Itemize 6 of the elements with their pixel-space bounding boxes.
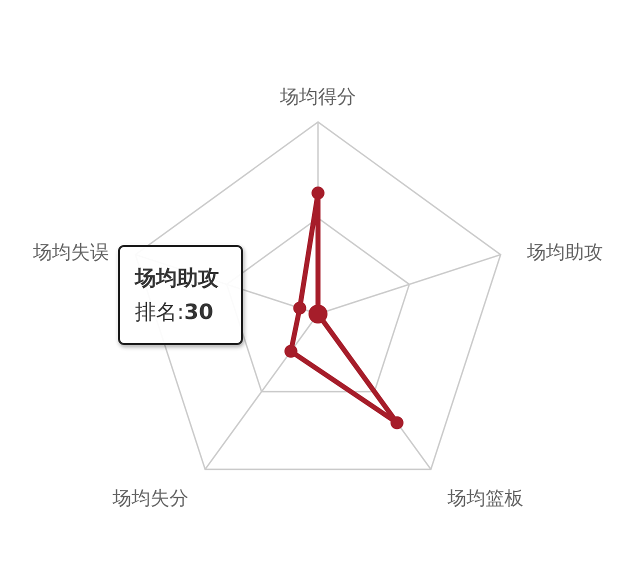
spoke-label: 场均助攻 [526, 241, 604, 264]
tooltip-card: 场均助攻 排名:30 [118, 245, 243, 345]
spoke-label: 场均失误 [32, 241, 109, 264]
spoke-label: 场均篮板 [446, 487, 524, 510]
spoke-label: 场均失分 [112, 487, 189, 510]
spoke-label: 场均得分 [279, 86, 356, 108]
